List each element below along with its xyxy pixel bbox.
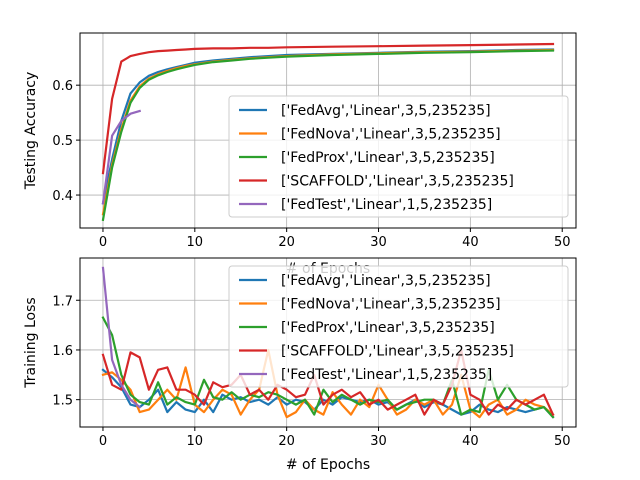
y-axis-title: Training Loss <box>23 297 39 388</box>
x-tick-label: 10 <box>187 434 204 449</box>
legend-label-2: ['FedNova','Linear',3,5,235235] <box>281 297 501 313</box>
series-lines <box>101 266 555 419</box>
legend-label-1: ['FedAvg','Linear',3,5,235235] <box>281 273 491 289</box>
legend-label-3: ['FedProx','Linear',3,5,235235] <box>281 150 495 166</box>
series-line-4 <box>101 348 555 417</box>
x-tick-label: 40 <box>462 235 479 250</box>
legend-label-3: ['FedProx','Linear',3,5,235235] <box>281 320 495 336</box>
legend-box <box>228 265 569 388</box>
series-line-5 <box>101 109 142 205</box>
y-tick-label: 1.5 <box>52 394 73 409</box>
series-line-4 <box>101 42 555 175</box>
legend-label-1: ['FedAvg','Linear',3,5,235235] <box>281 103 491 119</box>
y-tick-label: 1.7 <box>52 294 73 309</box>
legend-label-2: ['FedNova','Linear',3,5,235235] <box>281 127 501 143</box>
series-lines <box>101 42 555 222</box>
legend-label-5: ['FedTest','Linear',1,5,235235] <box>281 197 492 213</box>
plot-frame <box>79 32 577 229</box>
y-tick-label: 0.4 <box>52 189 73 204</box>
legend-label-4: ['SCAFFOLD','Linear',3,5,235235] <box>281 174 514 190</box>
x-tick-label: 40 <box>462 434 479 449</box>
legend: ['FedAvg','Linear',3,5,235235] ['FedNova'… <box>228 95 569 218</box>
y-axis-title: Testing Accuracy <box>23 72 39 191</box>
series-line-5 <box>101 266 142 409</box>
x-axis-title: # of Epochs <box>286 457 370 473</box>
legend-label-4: ['SCAFFOLD','Linear',3,5,235235] <box>281 344 514 360</box>
legend-label-5: ['FedTest','Linear',1,5,235235] <box>281 367 492 383</box>
x-tick-label: 20 <box>278 235 295 250</box>
x-tick-label: 10 <box>187 235 204 250</box>
legend: ['FedAvg','Linear',3,5,235235] ['FedNova'… <box>228 265 569 388</box>
y-tick-label: 0.6 <box>52 79 73 94</box>
y-tick-label: 0.5 <box>52 134 73 149</box>
plot-frame <box>79 257 577 428</box>
x-tick-label: 30 <box>370 434 387 449</box>
x-tick-label: 0 <box>99 434 107 449</box>
x-tick-label: 30 <box>370 235 387 250</box>
y-tick-label: 1.6 <box>52 344 73 359</box>
series-line-3 <box>101 49 555 222</box>
x-tick-label: 50 <box>554 235 571 250</box>
x-tick-label: 0 <box>99 235 107 250</box>
chart-panel-2: 0 10 20 30 40 50 1.5 1.6 1.7 # of Epochs Training … <box>23 257 577 473</box>
series-line-2 <box>101 348 555 419</box>
series-line-3 <box>101 316 555 419</box>
x-tick-label: 50 <box>554 434 571 449</box>
legend-box <box>228 95 569 218</box>
x-tick-label: 20 <box>278 434 295 449</box>
